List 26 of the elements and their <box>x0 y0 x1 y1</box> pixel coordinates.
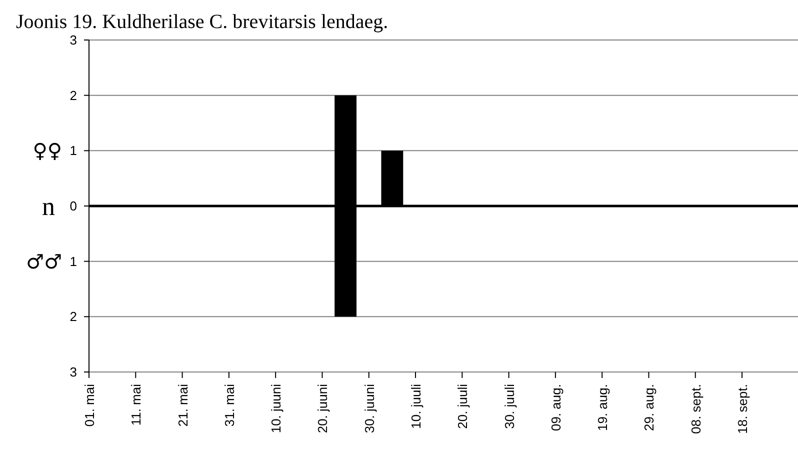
x-tick-label: 01. mai <box>82 384 97 427</box>
x-tick-label: 11. mai <box>128 384 144 426</box>
y-tick-label: 3 <box>70 32 77 48</box>
x-tick-label: 20. juuni <box>315 384 330 434</box>
text: ♂♂ <box>26 249 62 274</box>
y-tick-label: 1 <box>70 254 77 269</box>
y-tick-label: 3 <box>70 364 77 380</box>
x-tick-label: 31. mai <box>222 384 237 427</box>
x-tick-label: 10. juuni <box>268 384 284 434</box>
y-tick-label: 1 <box>70 143 77 158</box>
x-tick-label: 20. juuli <box>455 384 470 429</box>
y-axis-title: n <box>42 192 55 222</box>
x-tick-label: 19. aug. <box>595 384 610 431</box>
x-tick-label: 10. juuli <box>408 384 424 429</box>
x-tick-label: 18. sept. <box>735 384 750 434</box>
y-tick-label: 2 <box>70 88 77 103</box>
chart-title: Joonis 19. Kuldherilase C. brevitarsis lendaeg. <box>16 11 388 33</box>
x-tick-label: 30. juuli <box>502 384 517 429</box>
x-tick-label: 08. sept. <box>688 384 704 434</box>
x-tick-label: 09. aug. <box>548 384 564 431</box>
x-tick-label: 29. aug. <box>642 384 657 431</box>
y-tick-label: 2 <box>70 309 77 324</box>
x-tick-label: 30. juuni <box>362 384 377 434</box>
y-tick-label: 0 <box>70 198 77 214</box>
text: ♀♀ <box>32 138 62 163</box>
x-tick-label: 21. mai <box>175 384 190 427</box>
